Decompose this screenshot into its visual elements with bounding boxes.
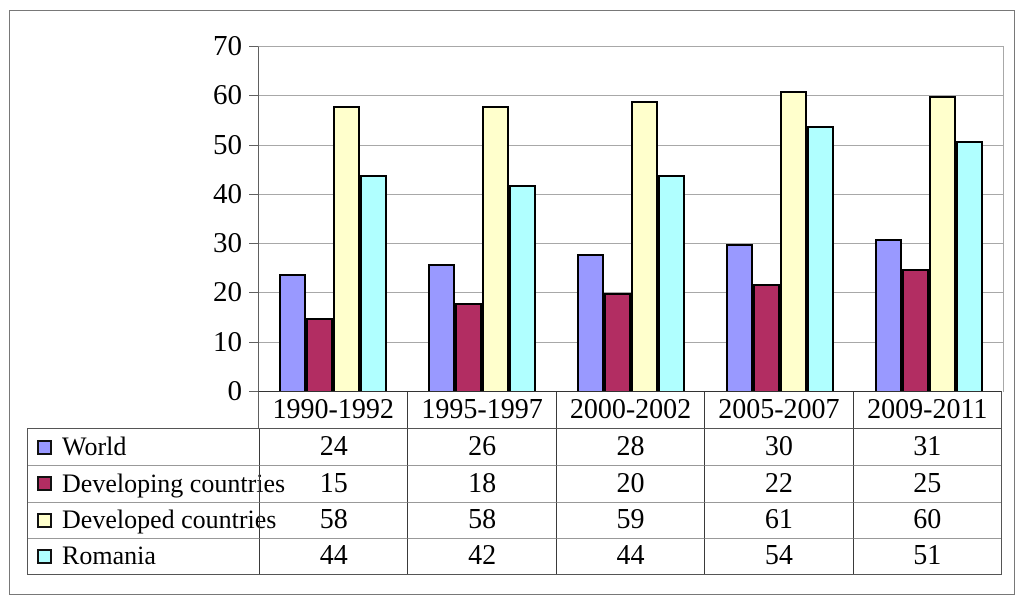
- category-label-2005-2007: 2005-2007: [704, 392, 852, 428]
- category-label-2000-2002: 2000-2002: [555, 392, 704, 428]
- table-value-romania-2005-2007: 54: [704, 537, 853, 574]
- legend-swatch-icon: [37, 476, 52, 492]
- y-axis-tick: [249, 144, 258, 146]
- bar-world-2009-2011: [874, 239, 902, 392]
- table-value-developed-countries-2000-2002: 59: [555, 501, 705, 538]
- bar-world-1995-1997: [428, 264, 456, 392]
- y-axis-tick: [249, 46, 258, 47]
- legend-label: Developing countries: [62, 468, 286, 498]
- y-axis-label-20: 20: [213, 276, 242, 309]
- bar-romania-2009-2011: [955, 141, 983, 392]
- bar-romania-1990-1992: [360, 175, 388, 392]
- bar-romania-2005-2007: [806, 126, 834, 392]
- table-value-world-2000-2002: 28: [555, 429, 704, 466]
- table-value-developed-countries-1990-1992: 58: [259, 501, 408, 538]
- bar-world-1990-1992: [279, 274, 307, 392]
- table-value-world-2009-2011: 31: [852, 429, 1001, 466]
- y-axis-label-60: 60: [213, 79, 242, 112]
- table-value-romania-2000-2002: 44: [555, 537, 705, 574]
- bar-developed-countries-2005-2007: [779, 91, 807, 392]
- bar-group-1995-1997: [408, 47, 557, 392]
- legend-item-developed-countries: Developed countries: [28, 501, 276, 538]
- bar-developed-countries-1990-1992: [333, 106, 361, 392]
- bar-world-2000-2002: [576, 254, 604, 392]
- y-axis-tick: [249, 95, 258, 97]
- bar-group-2009-2011: [854, 47, 1003, 392]
- category-label-2009-2011: 2009-2011: [852, 392, 1001, 428]
- bar-romania-2000-2002: [657, 175, 685, 392]
- bar-group-2005-2007: [705, 47, 854, 392]
- legend-item-developing-countries: Developing countries: [28, 465, 285, 501]
- table-value-world-2005-2007: 30: [704, 429, 852, 466]
- y-axis-tick: [249, 391, 258, 392]
- bar-romania-1995-1997: [509, 185, 537, 392]
- table-value-world-1995-1997: 26: [407, 429, 555, 466]
- bar-developed-countries-1995-1997: [482, 106, 510, 392]
- bar-developing-countries-1990-1992: [306, 318, 334, 392]
- y-axis-label-70: 70: [213, 30, 242, 62]
- y-axis-label-10: 10: [213, 325, 242, 358]
- category-axis-row: 1990-1992 1995-1997 2000-2002 2005-2007 2009…: [258, 391, 1002, 428]
- legend-swatch-icon: [37, 439, 52, 455]
- bar-developing-countries-2009-2011: [901, 269, 929, 392]
- y-axis-tick: [249, 341, 258, 343]
- category-label-1990-1992: 1990-1992: [272, 394, 394, 425]
- y-axis-tick: [249, 243, 258, 245]
- table-value-developed-countries-2005-2007: 61: [704, 501, 853, 538]
- bar-developing-countries-2005-2007: [752, 284, 780, 392]
- table-value-developed-countries-2009-2011: 60: [852, 501, 1001, 538]
- table-value-developing-countries-1995-1997: 18: [407, 465, 556, 502]
- table-value-developing-countries-2000-2002: 20: [555, 465, 705, 502]
- table-value-romania-1995-1997: 42: [407, 537, 556, 574]
- legend-label: Romania: [62, 541, 156, 571]
- table-value-developing-countries-1990-1992: 15: [259, 465, 408, 502]
- table-value-developed-countries-1995-1997: 58: [407, 501, 556, 538]
- table-value-developing-countries-2009-2011: 25: [852, 465, 1001, 502]
- y-axis-tick: [249, 292, 258, 294]
- table-value-romania-2009-2011: 51: [852, 537, 1001, 574]
- legend-label: Developed countries: [62, 505, 277, 535]
- bar-group-1990-1992: [259, 47, 408, 392]
- table-value-romania-1990-1992: 44: [259, 537, 408, 574]
- y-axis-label-30: 30: [213, 227, 242, 260]
- category-label-1995-1997: 1995-1997: [407, 392, 555, 428]
- y-axis-label-50: 50: [213, 128, 242, 161]
- legend-swatch-icon: [37, 548, 52, 564]
- table-value-developing-countries-2005-2007: 22: [704, 465, 853, 502]
- bar-developing-countries-2000-2002: [603, 293, 631, 392]
- y-axis-label-40: 40: [213, 177, 242, 210]
- bar-developed-countries-2009-2011: [928, 96, 956, 392]
- bar-developing-countries-1995-1997: [455, 303, 483, 392]
- bar-group-2000-2002: [557, 47, 706, 392]
- legend-item-romania: Romania: [28, 537, 259, 574]
- bar-developed-countries-2000-2002: [630, 101, 658, 392]
- legend-label: World: [62, 432, 127, 462]
- y-axis-tick: [249, 193, 258, 195]
- table-value-world-1990-1992: 24: [259, 429, 407, 466]
- legend-swatch-icon: [37, 512, 52, 528]
- y-axis-label-0: 0: [227, 375, 243, 407]
- plot-area: [258, 46, 1004, 392]
- legend-item-world: World: [28, 429, 259, 465]
- gridline-60: [259, 95, 1003, 97]
- bar-world-2005-2007: [725, 244, 753, 392]
- data-table: World 24 26 28 30 31 Developing countries 15 18 2…: [27, 428, 1002, 575]
